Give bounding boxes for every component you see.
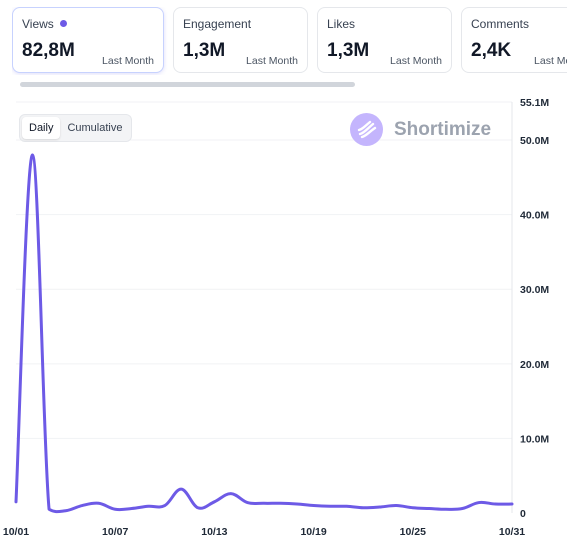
active-dot-icon (59, 20, 67, 27)
x-tick-label: 10/19 (300, 526, 326, 538)
daily-toggle-button[interactable]: Daily (22, 117, 61, 139)
y-tick-label: 20.0M (520, 359, 549, 371)
data-point (444, 508, 447, 511)
view-mode-toggle: Daily Cumulative (19, 114, 133, 142)
data-point (229, 492, 232, 495)
chart-grid (16, 101, 512, 439)
brand-name: Shortimize (394, 118, 492, 140)
metric-label: Comments (471, 17, 530, 31)
data-point (163, 504, 166, 507)
views-series-line (14, 153, 514, 514)
metric-period: Last Month (534, 55, 567, 67)
data-point (114, 508, 117, 511)
metric-card-likes[interactable]: Likes 1,3M Last Month (317, 7, 452, 73)
x-tick-label: 10/25 (400, 526, 426, 538)
data-point (329, 505, 332, 508)
data-point (213, 500, 216, 503)
metric-value: 2,4K (471, 40, 512, 61)
data-point (378, 506, 381, 509)
metric-value: 1,3M (327, 40, 370, 61)
x-tick-label: 10/13 (201, 526, 227, 538)
data-point (395, 504, 398, 507)
data-point (428, 507, 431, 510)
data-point (511, 503, 514, 506)
metric-card-engagement[interactable]: Engagement 1,3M Last Month (173, 7, 308, 73)
y-tick-label: 10.0M (520, 433, 549, 445)
x-axis-ticks: 10/01 10/07 10/13 10/19 10/25 10/31 (3, 526, 525, 538)
data-point (130, 507, 133, 510)
data-point (15, 500, 18, 503)
data-point (296, 503, 299, 506)
metric-period: Last Month (390, 55, 442, 67)
metric-value: 1,3M (183, 40, 226, 61)
data-point (246, 501, 249, 504)
metric-label-text: Views (22, 17, 54, 31)
data-point (345, 505, 348, 508)
metric-cards: Views 82,8M Last Month Engagement 1,3M L… (12, 7, 567, 75)
data-point (180, 488, 183, 491)
x-tick-label: 10/07 (102, 526, 128, 538)
data-point (362, 506, 365, 509)
data-point (477, 501, 480, 504)
y-tick-label: 40.0M (520, 210, 549, 222)
metric-label: Views (22, 17, 67, 31)
y-tick-label: 30.0M (520, 284, 549, 296)
y-tick-label: 50.0M (520, 135, 549, 147)
y-tick-label: 55.1M (520, 97, 549, 109)
brand-watermark: Shortimize (350, 113, 491, 146)
data-point (312, 504, 315, 507)
data-point (461, 507, 464, 510)
shortimize-logo-icon (350, 113, 383, 146)
metric-value: 82,8M (22, 40, 75, 61)
data-point (196, 506, 199, 509)
horizontal-scrollbar[interactable] (20, 82, 355, 87)
data-point (31, 153, 34, 156)
data-point (147, 505, 150, 508)
data-point (279, 502, 282, 505)
metric-label: Engagement (183, 17, 252, 31)
metric-label: Likes (327, 17, 356, 31)
cumulative-toggle-button[interactable]: Cumulative (67, 122, 123, 134)
metric-card-comments[interactable]: Comments 2,4K Last Month (461, 7, 567, 73)
data-point (64, 509, 67, 512)
data-points (15, 153, 514, 512)
x-tick-label: 10/31 (499, 526, 525, 538)
y-tick-label: 0 (520, 508, 526, 520)
metric-period: Last Month (246, 55, 298, 67)
y-axis-ticks: 0 10.0M 20.0M 30.0M 40.0M 50.0M 55.1M (520, 97, 549, 520)
data-point (494, 503, 497, 506)
data-point (411, 506, 414, 509)
data-point (81, 504, 84, 507)
metric-card-views[interactable]: Views 82,8M Last Month (12, 7, 164, 73)
metric-period: Last Month (102, 55, 154, 67)
x-tick-label: 10/01 (3, 526, 29, 538)
data-point (48, 508, 51, 511)
data-point (97, 502, 100, 505)
data-point (263, 502, 266, 505)
